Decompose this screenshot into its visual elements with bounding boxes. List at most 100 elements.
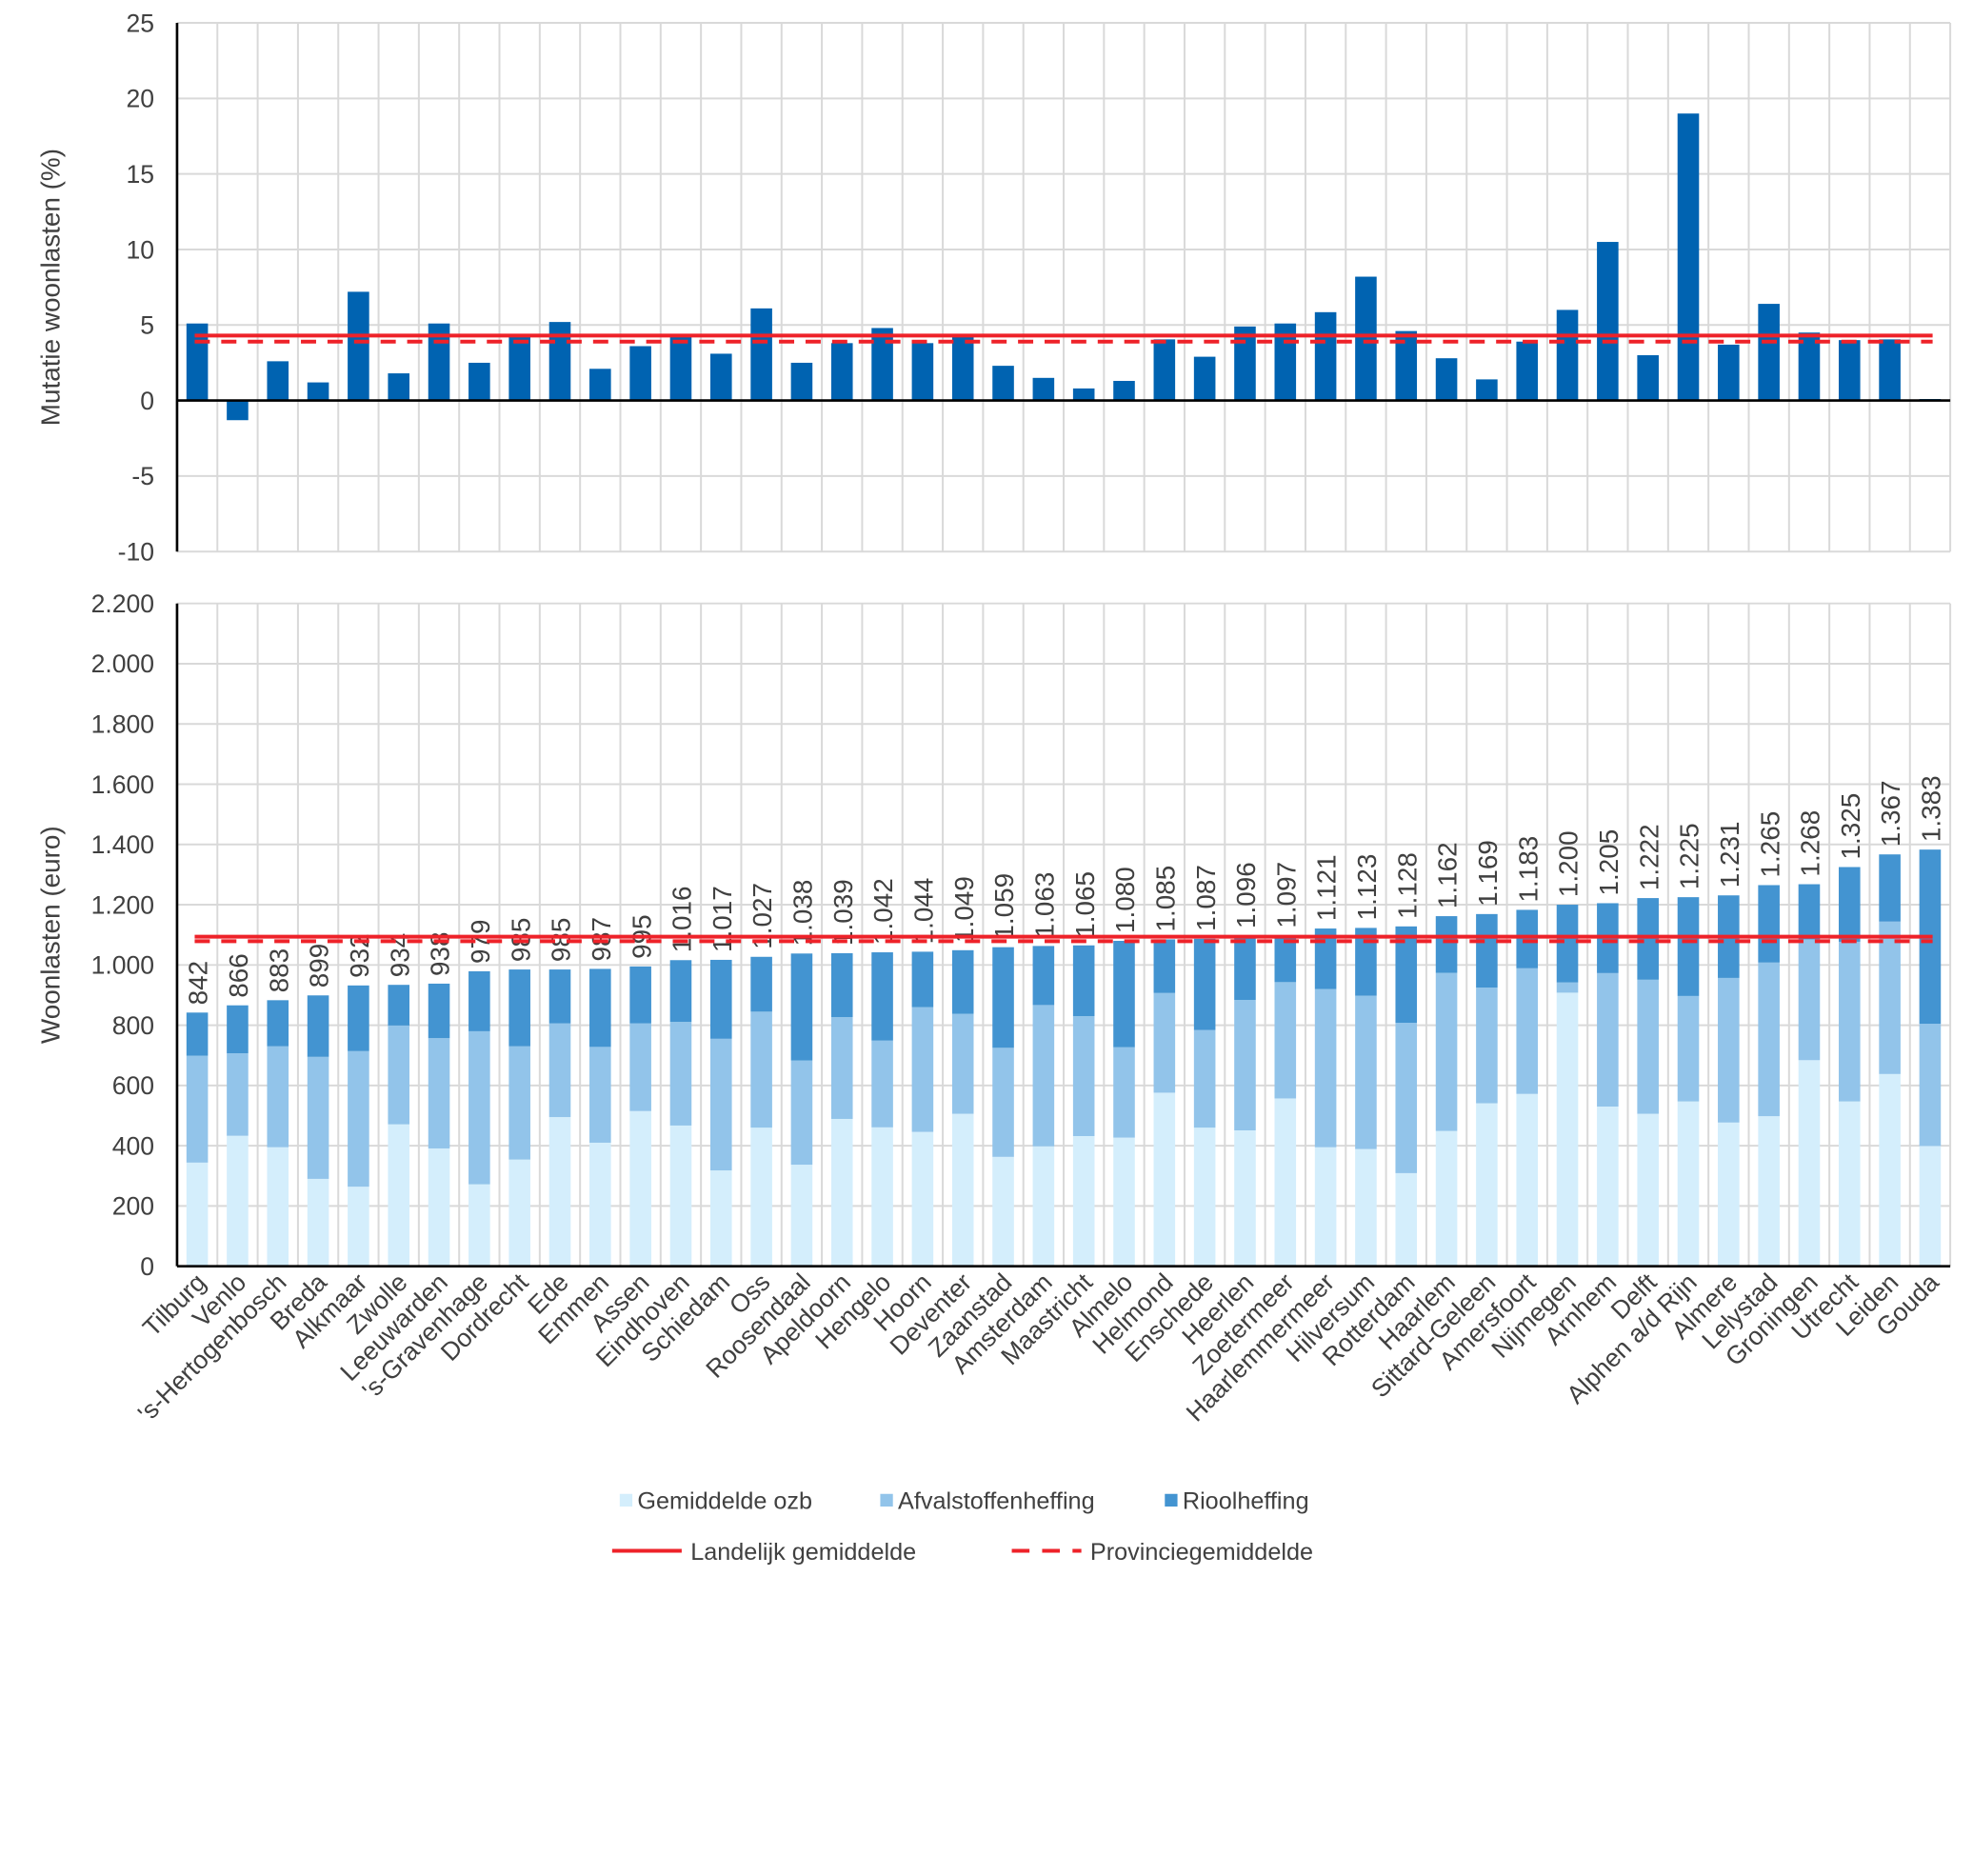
bar-segment-gemiddelde-ozb [1234,1129,1256,1267]
bar-segment-gemiddelde-ozb [267,1147,289,1267]
bar-segment-rioolheffing [1274,935,1297,983]
y-tick-label: 20 [127,85,155,113]
bar-segment-afvalstoffenheffing [1879,921,1901,1074]
bar-segment-afvalstoffenheffing [1355,995,1377,1149]
total-data-label: 1.231 [1715,822,1744,888]
bar-segment-afvalstoffenheffing [871,1040,893,1128]
bar-segment-gemiddelde-ozb [468,1184,490,1267]
bar-segment-afvalstoffenheffing [1597,972,1619,1108]
bar-segment-gemiddelde-ozb [1838,1101,1861,1267]
y-tick-label: 25 [127,9,155,37]
bar-segment-afvalstoffenheffing [750,1011,772,1128]
total-data-label: 1.225 [1675,823,1704,889]
y-axis-title: Mutatie woonlasten (%) [35,149,65,426]
y-tick-label: 200 [112,1192,154,1221]
total-data-label: 1.063 [1029,872,1059,939]
woonlasten-stacked-chart: 0 200 400 600 800 1.000 1.200 1.400 1.600 1.800 2.… [35,589,1952,1427]
bar [227,400,249,421]
total-data-label: 1.059 [989,873,1019,940]
bar-segment-afvalstoffenheffing [548,1023,571,1118]
legend-label: Afvalstoffenheffing [898,1488,1095,1515]
bar [750,308,772,401]
bar-segment-gemiddelde-ozb [1072,1136,1095,1267]
bar [589,369,611,401]
total-data-label: 1.097 [1271,862,1301,928]
y-tick-label: 800 [112,1011,154,1040]
total-data-label: 866 [224,953,253,998]
bar [1798,332,1821,401]
bar-segment-afvalstoffenheffing [790,1060,813,1166]
total-data-label: 1.121 [1312,854,1342,921]
legend-label: Gemiddelde ozb [637,1488,812,1515]
bar [830,343,853,401]
bar [1838,340,1861,401]
bar-segment-rioolheffing [1677,897,1700,996]
bar [709,353,732,401]
bar-segment-rioolheffing [830,952,853,1018]
bar-segment-rioolheffing [1435,916,1458,973]
bar [307,382,329,401]
bar-segment-rioolheffing [428,983,450,1039]
bar [1435,358,1458,401]
bar-segment-gemiddelde-ozb [750,1128,772,1267]
bar-segment-rioolheffing [1355,928,1377,996]
bar-segment-rioolheffing [911,951,934,1008]
total-data-label: 1.128 [1392,852,1422,919]
bar-segment-afvalstoffenheffing [992,1048,1014,1157]
bar-segment-rioolheffing [790,953,813,1061]
total-data-label: 1.162 [1433,842,1463,908]
bar-segment-gemiddelde-ozb [1879,1073,1901,1267]
bar-segment-rioolheffing [508,969,530,1047]
total-data-label: 1.039 [828,879,858,946]
legend: Gemiddelde ozb Afvalstoffenheffing Rioolhe… [611,1488,1313,1566]
bar-segment-afvalstoffenheffing [468,1030,490,1185]
y-tick-label: 1.600 [91,770,154,799]
bar-segment-rioolheffing [1193,938,1216,1030]
bar-segment-rioolheffing [951,949,974,1014]
bar-segment-gemiddelde-ozb [388,1124,410,1267]
bar-segment-gemiddelde-ozb [1516,1093,1539,1267]
total-data-label: 1.183 [1513,836,1543,903]
total-data-label: 1.085 [1150,866,1180,932]
total-data-label: 842 [184,961,213,1006]
bar-segment-rioolheffing [1072,945,1095,1017]
bar-segment-rioolheffing [267,1000,289,1047]
bar [1355,276,1377,401]
bar-segment-gemiddelde-ozb [992,1156,1014,1267]
bar-segment-rioolheffing [388,985,410,1026]
bar-segment-afvalstoffenheffing [1919,1024,1942,1147]
bar-segment-rioolheffing [1314,928,1337,989]
total-data-label: 1.325 [1836,793,1865,860]
bar-segment-gemiddelde-ozb [186,1162,209,1267]
bar-segment-gemiddelde-ozb [1637,1113,1659,1267]
bar [911,343,934,401]
bar-segment-afvalstoffenheffing [1153,992,1176,1093]
bar-segment-afvalstoffenheffing [1637,979,1659,1114]
bar [1718,344,1740,401]
bar-segment-afvalstoffenheffing [1798,939,1821,1061]
bar-segment-gemiddelde-ozb [428,1148,450,1267]
bar-segment-gemiddelde-ozb [589,1142,611,1267]
bar-segment-rioolheffing [227,1005,249,1054]
bar [1879,339,1901,401]
total-data-label: 1.169 [1473,840,1503,907]
bar-segment-rioolheffing [589,968,611,1048]
bar-segment-rioolheffing [548,969,571,1024]
bar-segment-afvalstoffenheffing [1193,1029,1216,1128]
bar-segment-gemiddelde-ozb [1113,1137,1135,1267]
bar [951,333,974,401]
bar [1113,380,1135,401]
bar-segment-rioolheffing [1395,926,1418,1024]
bar-segment-gemiddelde-ozb [1314,1147,1337,1267]
bar-segment-afvalstoffenheffing [1556,982,1579,993]
bar-segment-afvalstoffenheffing [348,1050,369,1187]
bar-segment-gemiddelde-ozb [1193,1128,1216,1267]
bar-segment-afvalstoffenheffing [830,1017,853,1119]
bar-segment-gemiddelde-ozb [227,1135,249,1267]
bar-segment-rioolheffing [1758,885,1780,963]
total-data-label: 1.367 [1876,780,1905,847]
bar [1234,326,1256,401]
bar-segment-gemiddelde-ozb [508,1159,530,1267]
y-tick-label: 15 [127,160,155,189]
total-data-label: 1.123 [1352,854,1382,921]
